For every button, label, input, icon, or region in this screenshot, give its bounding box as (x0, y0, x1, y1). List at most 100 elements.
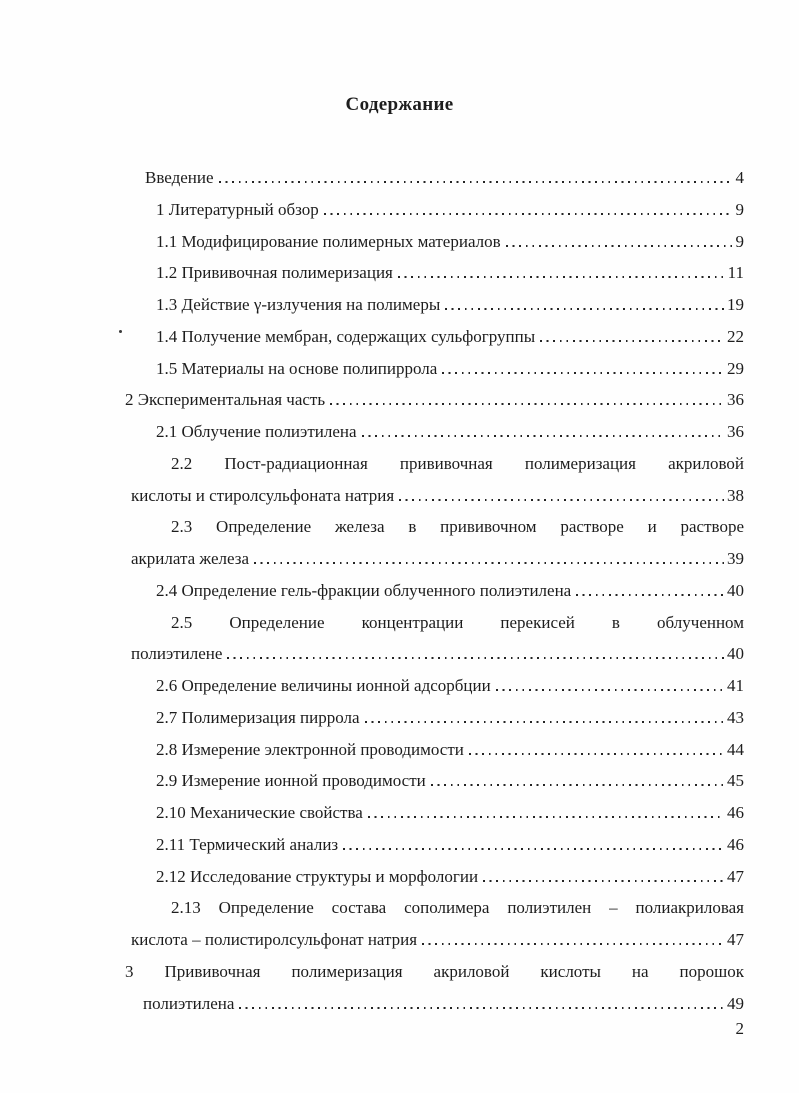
dotted-leader (239, 1006, 724, 1009)
toc-page-ref: 36 (727, 422, 744, 441)
toc-entry-last-line: 2.1 Облучение полиэтилена 36 (156, 416, 744, 448)
toc-entry-text: 2 Экспериментальная часть (125, 390, 326, 410)
dotted-leader (227, 657, 724, 660)
toc-entry: 1 Литературный обзор 9 (156, 194, 744, 226)
toc-page-ref: 49 (727, 993, 744, 1013)
toc-entry-last-line: 2 Экспериментальная часть 36 (125, 384, 744, 416)
toc-entry: 2.13 Определение состава сополимера поли… (131, 892, 744, 956)
toc-page-ref: 9 (735, 231, 745, 251)
toc-entry: 1.4 Получение мембран, содержащих сульфо… (156, 321, 744, 353)
toc-entry: 3 Прививочная полимеризация акриловой ки… (123, 956, 744, 1020)
toc-entry-last-line: полиэтилене 40 (131, 638, 744, 670)
dotted-leader (442, 371, 724, 374)
toc-page-ref: 19 (727, 295, 744, 314)
toc-entry: 1.2 Прививочная полимеризация 11 (156, 257, 744, 289)
toc-page-ref: 36 (727, 390, 744, 410)
toc-page-ref: 46 (727, 803, 744, 822)
dotted-leader (576, 593, 724, 596)
toc-entry-text-line: 2.2 Пост-радиационная прививочная полиме… (171, 453, 744, 473)
toc-entry-last-line: акрилата железа 39 (131, 543, 744, 575)
toc-page-ref: 40 (727, 644, 744, 664)
toc-entry-last-line: 2.9 Измерение ионной проводимости 45 (156, 765, 744, 797)
toc-entry: 2.5 Определение концентрации перекисей в… (131, 607, 744, 671)
toc-entry-last-line: кислоты и стиролсульфоната натрия 38 (131, 480, 744, 512)
toc-entry-text: 1.3 Действие γ-излучения на полимеры (156, 295, 441, 314)
toc-page-ref: 44 (727, 739, 744, 759)
toc-entry-last-line: 1.1 Модифицирование полимерных материало… (156, 226, 744, 258)
toc-entry-text: акрилата железа (131, 549, 249, 568)
dotted-leader (364, 720, 724, 723)
dotted-leader (343, 847, 724, 850)
toc-entry: 2.8 Измерение электронной проводимости 44 (156, 734, 744, 766)
toc-entry: 1.3 Действие γ-излучения на полимеры 19 (156, 289, 744, 321)
toc-entry-text: 1.5 Материалы на основе полипиррола (156, 358, 438, 378)
toc-entry: 2.1 Облучение полиэтилена 36 (156, 416, 744, 448)
toc-entry: 2.9 Измерение ионной проводимости 45 (156, 765, 744, 797)
toc-page-ref: 40 (727, 580, 744, 600)
toc-entry-text-line: 2.13 Определение состава сополимера поли… (171, 898, 744, 918)
toc-entry-text: 2.6 Определение величины ионной адсорбци… (156, 676, 491, 695)
toc-entry-last-line: кислота – полистиролсульфонат натрия 47 (131, 924, 744, 956)
dotted-leader (445, 308, 724, 310)
toc-list: Введение 4 1 Литературный обзор 9 1.1 Модифи… (123, 162, 744, 1019)
dotted-leader (399, 498, 724, 501)
toc-entry: 2.11 Термический анализ 46 (156, 829, 744, 861)
dotted-leader (505, 244, 733, 247)
toc-page-ref: 38 (727, 485, 744, 505)
toc-entry: 2.3 Определение железа в прививочном рас… (131, 511, 744, 575)
toc-page-ref: 9 (735, 199, 745, 219)
toc-page-ref: 46 (727, 834, 744, 854)
scan-artifact-dot (119, 330, 122, 333)
toc-entry: 1.5 Материалы на основе полипиррола 29 (156, 353, 744, 385)
toc-entry-text: 2.7 Полимеризация пиррола (156, 707, 360, 727)
dotted-leader (330, 403, 724, 406)
dotted-leader (254, 562, 724, 564)
dotted-leader (430, 784, 724, 787)
toc-page-ref: 29 (727, 358, 744, 378)
dotted-leader (468, 752, 724, 755)
dotted-leader (483, 879, 724, 882)
toc-entry-last-line: 2.8 Измерение электронной проводимости 44 (156, 734, 744, 766)
toc-entry-last-line: 2.12 Исследование структуры и морфологии… (156, 861, 744, 893)
dotted-leader (218, 181, 733, 183)
toc-entry-text-line: 3 Прививочная полимеризация акриловой ки… (125, 961, 744, 981)
toc-entry-text: 1 Литературный обзор (156, 199, 319, 219)
toc-entry: 1.1 Модифицирование полимерных материало… (156, 226, 744, 258)
toc-entry-text-line: 2.5 Определение концентрации перекисей в… (171, 612, 744, 632)
toc-entry-last-line: 1 Литературный обзор 9 (156, 194, 744, 226)
toc-entry-last-line: 1.5 Материалы на основе полипиррола 29 (156, 353, 744, 385)
dotted-leader (422, 943, 724, 945)
toc-entry-last-line: полиэтилена 49 (143, 988, 744, 1020)
dotted-leader (361, 435, 724, 437)
toc-entry-text: 2.12 Исследование структуры и морфологии (156, 866, 479, 886)
toc-page-ref: 22 (727, 326, 744, 346)
toc-entry: Введение 4 (145, 162, 744, 194)
toc-entry-last-line: 2.7 Полимеризация пиррола 43 (156, 702, 744, 734)
toc-entry-text: 2.9 Измерение ионной проводимости (156, 771, 426, 791)
toc-page-ref: 43 (727, 707, 744, 727)
toc-page-ref: 41 (727, 676, 744, 695)
toc-page-ref: 11 (727, 263, 744, 283)
dotted-leader (495, 689, 724, 691)
toc-entry: 2.7 Полимеризация пиррола 43 (156, 702, 744, 734)
toc-entry-last-line: Введение 4 (145, 162, 744, 194)
page-title: Содержание (345, 94, 454, 115)
toc-entry-text: 2.8 Измерение электронной проводимости (156, 739, 464, 759)
toc-entry-text-line: 2.3 Определение железа в прививочном рас… (171, 517, 744, 537)
toc-entry: 2.2 Пост-радиационная прививочная полиме… (131, 448, 744, 512)
toc-entry-text: 2.4 Определение гель-фракции облученного… (156, 580, 572, 600)
toc-entry: 2.12 Исследование структуры и морфологии… (156, 861, 744, 893)
toc-entry-last-line: 1.4 Получение мембран, содержащих сульфо… (156, 321, 744, 353)
toc-entry-text: полиэтилене (131, 644, 223, 664)
toc-entry-text: 1.4 Получение мембран, содержащих сульфо… (156, 326, 536, 346)
toc-entry-last-line: 2.10 Механические свойства 46 (156, 797, 744, 829)
toc-entry-text: 1.2 Прививочная полимеризация (156, 263, 393, 283)
toc-entry-text: 2.1 Облучение полиэтилена (156, 422, 357, 441)
toc-entry: 2 Экспериментальная часть 36 (125, 384, 744, 416)
toc-entry-last-line: 2.6 Определение величины ионной адсорбци… (156, 670, 744, 702)
toc-page-ref: 4 (735, 168, 745, 187)
toc-entry-text: кислоты и стиролсульфоната натрия (131, 485, 395, 505)
toc-entry-last-line: 2.11 Термический анализ 46 (156, 829, 744, 861)
toc-entry-text: 1.1 Модифицирование полимерных материало… (156, 231, 501, 251)
